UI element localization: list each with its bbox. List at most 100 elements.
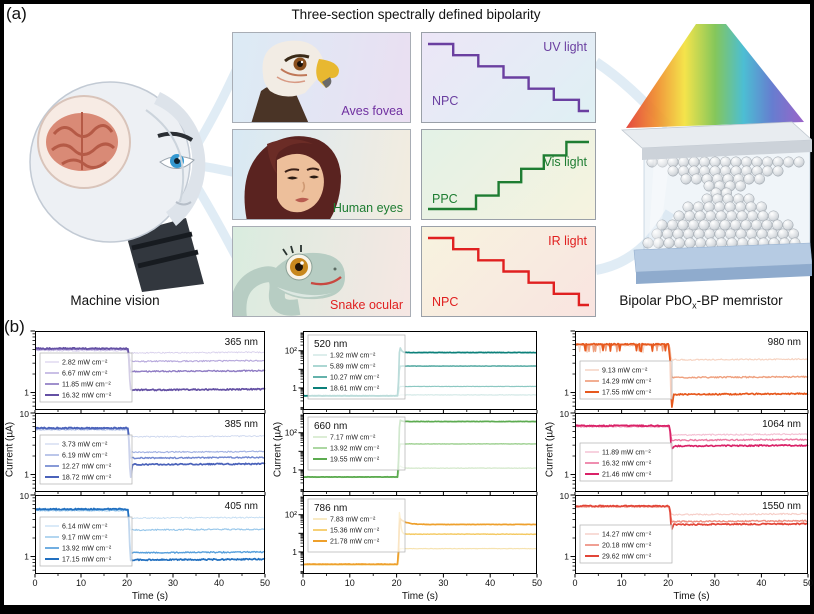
legend-entry: 29.62 mW cm⁻² (602, 554, 652, 561)
subplot-660nm: 10² 1 7.17 mW cm⁻² 13.92 mW cm⁻² 19.55 mW cm… (285, 413, 538, 496)
wavelength-label: 520 nm (314, 339, 347, 350)
chart-980-nm: 1 9.13 mW cm⁻² 14.29 mW cm⁻² 17.55 mW cm⁻² 9… (564, 330, 809, 414)
legend-entry: 16.32 mW cm⁻² (62, 393, 112, 400)
figure-canvas: (a) Three-section spectrally defined bip… (4, 4, 813, 607)
x-axis-title: Time (s) (131, 591, 169, 602)
base-platform (633, 242, 812, 273)
x-tick-label: 20 (663, 578, 674, 588)
legend-entry: 3.73 mW cm⁻² (62, 442, 108, 449)
series-line (34, 428, 266, 438)
staircase-ppc (428, 140, 589, 211)
staircase-npc (428, 42, 589, 113)
chart-660-nm: 10² 1 7.17 mW cm⁻² 13.92 mW cm⁻² 19.55 mW cm… (285, 413, 538, 496)
legend-entry: 14.27 mW cm⁻² (602, 532, 652, 539)
eagle-beak (316, 59, 339, 88)
x-axis-ticks: 0 10 20 30 40 50 (300, 577, 542, 590)
wavelength-label: 365 nm (225, 337, 258, 348)
y-tick-label: 10² (285, 428, 297, 438)
legend-entry: 12.27 mW cm⁻² (62, 464, 112, 471)
chart-786-nm: 10² 1 7.83 mW cm⁻² 15.36 mW cm⁻² 21.78 mW cm… (285, 495, 538, 578)
snake-illustration (233, 245, 345, 316)
legend-entry: 16.32 mW cm⁻² (602, 461, 652, 468)
legend-entry: 21.46 mW cm⁻² (602, 472, 652, 479)
plot-column-uv: Current (µA) 1 2.82 mW cm⁻² 6.67 mW cm⁻² 11… (5, 330, 270, 607)
series-line (34, 507, 266, 562)
x-tick-label: 20 (391, 578, 402, 588)
subplot-1064nm: 10 1 11.89 mW cm⁻² 16.32 mW cm⁻² 21.46 mW cm… (560, 409, 809, 496)
vis-light-label: Vis light (543, 155, 587, 169)
y-tick-label: 1 (564, 470, 569, 480)
x-tick-label: 40 (213, 578, 224, 588)
wavelength-label: 660 nm (314, 421, 347, 432)
legend-entry: 6.67 mW cm⁻² (62, 371, 108, 378)
legend-entry: 5.89 mW cm⁻² (330, 364, 376, 371)
x-tick-label: 0 (300, 578, 306, 588)
x-tick-label: 40 (756, 578, 767, 588)
y-tick-label: 1 (564, 552, 569, 562)
x-tick-label: 10 (75, 578, 86, 588)
legend-entry: 10.27 mW cm⁻² (330, 375, 380, 382)
step-plot-ir: IR light NPC (421, 226, 596, 317)
legend-entry: 19.55 mW cm⁻² (330, 457, 380, 464)
legend-entry: 11.85 mW cm⁻² (62, 382, 111, 389)
x-tick-label: 20 (121, 578, 132, 588)
x-tick-label: 50 (802, 578, 813, 588)
machine-vision-label: Machine vision (70, 293, 160, 308)
x-tick-label: 50 (531, 578, 542, 588)
y-axis-label: Current (µA) (272, 421, 284, 478)
series-line (34, 509, 266, 520)
y-axis-label: Current (µA) (4, 421, 16, 478)
y-tick-label: 1 (24, 388, 29, 398)
plot-column-vis: Current (µA) 10² 1 1.92 mW cm⁻² 5.89 mW cm⁻… (273, 331, 542, 607)
legend-entry: 15.36 mW cm⁻² (330, 528, 380, 535)
legend-entry: 11.89 mW cm⁻² (602, 450, 651, 457)
y-tick-label: 1 (24, 552, 29, 562)
step-plot-vis: Vis light PPC (421, 129, 596, 220)
device-label: Bipolar PbOx-BP memristor (619, 293, 783, 311)
legend-entry: 17.15 mW cm⁻² (62, 557, 112, 564)
series-line (34, 349, 265, 354)
legend-entry: 13.92 mW cm⁻² (330, 446, 380, 453)
card-label-aves: Aves fovea (341, 104, 403, 118)
series-line (35, 347, 266, 373)
x-tick-label: 0 (32, 578, 38, 588)
x-tick-label: 0 (572, 578, 578, 588)
x-axis-title: Time (s) (673, 591, 710, 602)
y-tick-label: 1 (564, 388, 569, 398)
human-illustration (244, 136, 341, 219)
legend-entry: 18.72 mW cm⁻² (62, 475, 112, 482)
ir-light-label: IR light (548, 234, 587, 248)
ir-mode-label: NPC (432, 295, 459, 309)
y-tick-label: 10 (20, 409, 30, 419)
x-tick-label: 50 (259, 578, 270, 588)
x-axis-title: Time (s) (401, 591, 439, 602)
chart-1064-nm: 10 1 11.89 mW cm⁻² 16.32 mW cm⁻² 21.46 mW cm… (560, 409, 809, 496)
legend-entry: 6.14 mW cm⁻² (62, 524, 108, 531)
y-tick-label: 10 (560, 491, 570, 501)
legend-entry: 20.18 mW cm⁻² (602, 543, 652, 550)
card-aves-fovea: Aves fovea (232, 32, 411, 123)
wavelength-label: 1064 nm (762, 419, 801, 430)
snake-smile (310, 276, 342, 286)
subplot-520nm: 10² 1 1.92 mW cm⁻² 5.89 mW cm⁻² 10.27 mW cm⁻… (285, 331, 538, 414)
legend-entry: 18.61 mW cm⁻² (330, 386, 380, 393)
subplot-786nm: 10² 1 7.83 mW cm⁻² 15.36 mW cm⁻² 21.78 mW cm… (285, 495, 538, 578)
subplot-385nm: 10 1 3.73 mW cm⁻² 6.19 mW cm⁻² 12.27 mW cm⁻²… (20, 409, 266, 496)
legend-entry: 13.92 mW cm⁻² (62, 546, 112, 553)
x-tick-label: 30 (709, 578, 720, 588)
legend-entry: 9.13 mW cm⁻² (602, 368, 648, 375)
x-tick-label: 10 (344, 578, 355, 588)
rainbow-light-cone (626, 24, 804, 128)
human-lips (295, 197, 309, 203)
y-tick-label: 10 (560, 409, 570, 419)
vis-mode-label: PPC (432, 192, 458, 206)
legend-entry: 21.78 mW cm⁻² (330, 539, 380, 546)
y-tick-label: 1 (292, 465, 297, 475)
card-human-eyes: Human eyes (232, 129, 411, 220)
legend-entry: 7.83 mW cm⁻² (330, 517, 376, 524)
wavelength-label: 385 nm (225, 419, 258, 430)
eagle-illustration (251, 40, 339, 122)
y-tick-label: 1 (24, 470, 29, 480)
y-axis-label: Current (µA) (544, 421, 556, 478)
uv-mode-label: NPC (432, 94, 459, 108)
